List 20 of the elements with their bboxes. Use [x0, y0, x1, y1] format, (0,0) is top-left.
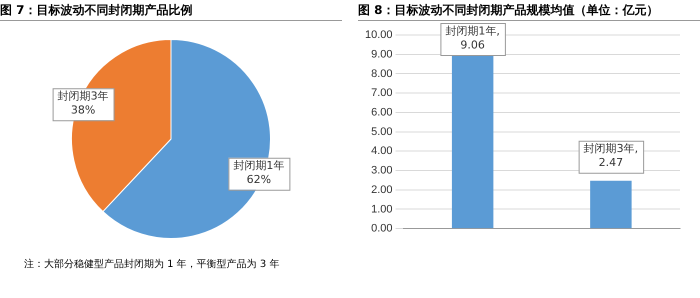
slice-label: 封闭期3年 — [58, 90, 109, 103]
data-label: 38% — [70, 104, 96, 117]
data-label: 封闭期1年, 9.06 — [445, 24, 500, 52]
y-tick-label: 1.00 — [371, 203, 393, 216]
y-tick-label: 8.00 — [371, 68, 393, 80]
y-tick-label: 5.00 — [371, 126, 393, 138]
y-tick-label: 10.00 — [364, 29, 393, 42]
y-tick-label: 4.00 — [371, 145, 393, 158]
y-tick-label: 0.00 — [371, 222, 393, 235]
data-label: 封闭期3年, 2.47 — [584, 142, 638, 170]
chart-title: 图 8：目标波动不同封闭期产品规模均值（单位：亿元） — [358, 0, 700, 21]
y-tick-label: 7.00 — [371, 87, 393, 100]
y-tick-label: 9.00 — [371, 48, 393, 60]
y-tick-label: 6.00 — [371, 106, 393, 118]
chart-title: 图 7：目标波动不同封闭期产品比例 — [0, 0, 342, 21]
y-tick-label: 2.00 — [371, 184, 393, 196]
text: 注：大部分稳健型产品封闭期为 1 年，平衡型产品为 3 年 — [23, 258, 280, 272]
data-label: 62% — [246, 173, 272, 186]
slice-label: 封闭期1年 — [233, 159, 284, 172]
y-tick-label: 3.00 — [371, 164, 393, 177]
